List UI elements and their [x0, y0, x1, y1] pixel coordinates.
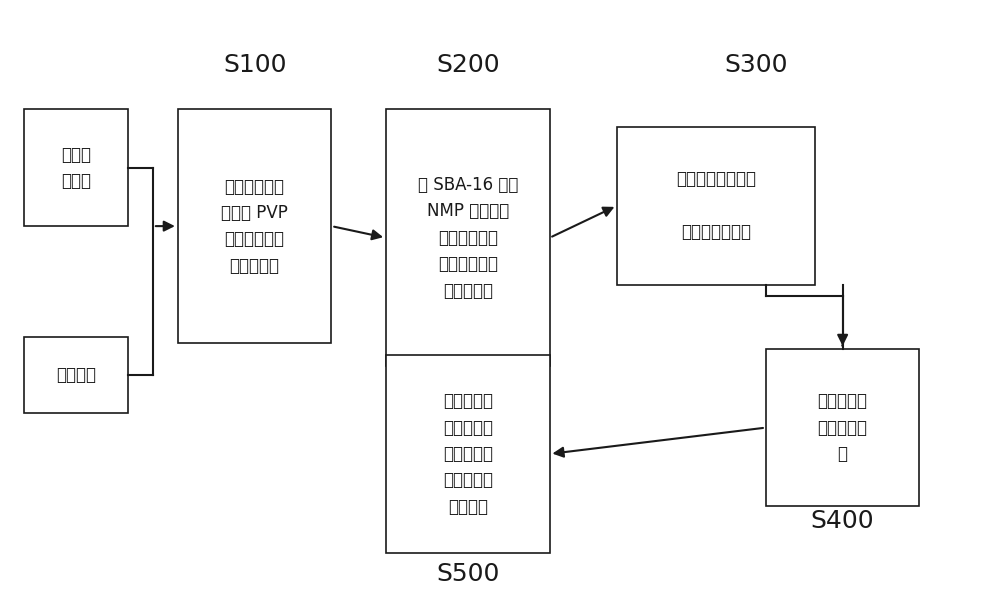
- Bar: [386, 109, 550, 366]
- Text: S300: S300: [724, 53, 788, 78]
- Text: 将混合液离心分离

并洗涤抽滤干燥: 将混合液离心分离 并洗涤抽滤干燥: [676, 170, 756, 241]
- Text: S200: S200: [436, 53, 500, 78]
- Text: 将 SBA-16 加入
NMP 并与第一
溶液混合得到
混合液并在超
重力下共浸: 将 SBA-16 加入 NMP 并与第一 溶液混合得到 混合液并在超 重力下共浸: [418, 176, 518, 299]
- Bar: [386, 355, 550, 553]
- Text: 加入六次甲基
四胺和 PVP
并超声处理得
到第一溶液: 加入六次甲基 四胺和 PVP 并超声处理得 到第一溶液: [221, 177, 288, 275]
- Text: 硝酸镍
硝酸锌: 硝酸镍 硝酸锌: [61, 145, 91, 190]
- Bar: [24, 109, 128, 226]
- Text: S400: S400: [810, 509, 874, 533]
- Text: 去离子水: 去离子水: [56, 366, 96, 384]
- Bar: [24, 337, 128, 413]
- Bar: [617, 127, 815, 285]
- Text: S100: S100: [223, 53, 287, 78]
- Bar: [178, 109, 331, 343]
- Text: S500: S500: [437, 562, 500, 586]
- Text: 氮气氛围煅
烧得到固态
物: 氮气氛围煅 烧得到固态 物: [818, 392, 868, 463]
- Text: 低温碱性液
相环境下对
固态物进行
还原处理得
到催化剂: 低温碱性液 相环境下对 固态物进行 还原处理得 到催化剂: [443, 392, 493, 516]
- Bar: [766, 349, 919, 506]
